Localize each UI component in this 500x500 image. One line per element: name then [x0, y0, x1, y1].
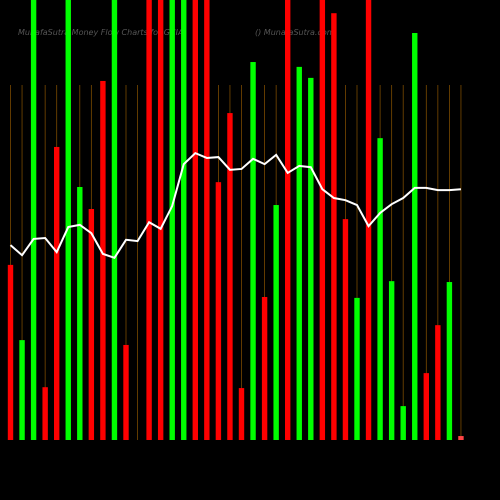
- chart-subtitle: () MunafaSutra.com: [255, 28, 335, 37]
- bar: [157, 0, 164, 440]
- bar: [7, 264, 14, 440]
- bar: [377, 138, 383, 440]
- bar: [111, 0, 118, 440]
- bar: [19, 340, 25, 440]
- bar: [238, 388, 245, 440]
- flow-line: [9, 151, 462, 260]
- bar: [296, 66, 302, 440]
- chart-title: MunafaSutra Money Flow Charts for GCIA: [18, 28, 183, 37]
- bar: [146, 0, 152, 440]
- bar: [308, 77, 314, 440]
- bar: [227, 113, 233, 440]
- bar: [261, 297, 268, 440]
- bar: [458, 436, 464, 440]
- bar: [100, 80, 106, 441]
- bar: [65, 0, 71, 440]
- bar: [319, 0, 326, 440]
- bar: [412, 33, 418, 440]
- bar: [77, 187, 83, 440]
- bar: [435, 325, 441, 440]
- bar: [285, 0, 291, 440]
- bar: [331, 13, 337, 440]
- bar: [446, 282, 453, 440]
- bar: [204, 0, 210, 440]
- bar: [400, 406, 406, 440]
- bar: [30, 0, 37, 440]
- bar: [181, 0, 187, 440]
- bar: [169, 0, 175, 440]
- bar: [365, 0, 372, 440]
- bar: [250, 62, 256, 440]
- bar: [273, 205, 279, 440]
- bar: [42, 387, 48, 440]
- bar: [342, 219, 349, 440]
- bar: [88, 209, 95, 440]
- bar: [388, 281, 395, 440]
- bar: [354, 297, 360, 440]
- bar: [123, 344, 129, 440]
- bar: [192, 0, 198, 440]
- bar: [54, 146, 60, 440]
- bar: [423, 373, 429, 440]
- bar: [215, 182, 222, 440]
